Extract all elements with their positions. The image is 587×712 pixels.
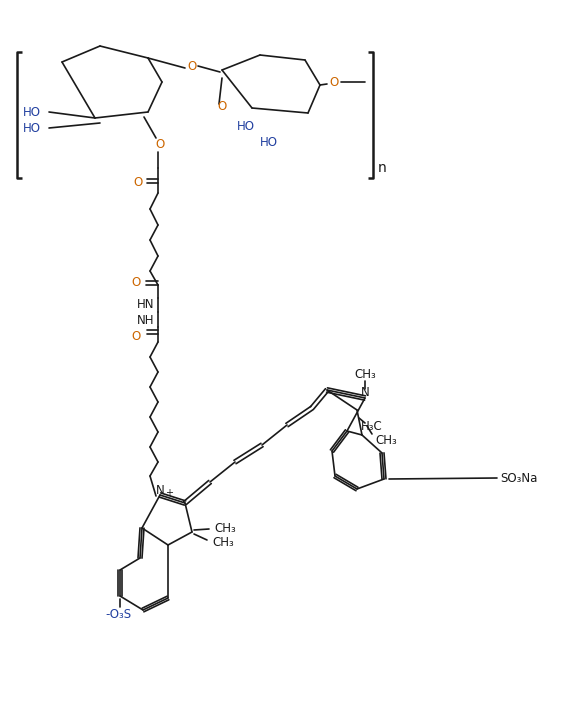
Text: N: N	[360, 387, 369, 399]
Text: HO: HO	[237, 120, 255, 132]
Text: O: O	[131, 276, 141, 290]
Text: NH: NH	[137, 313, 155, 327]
Text: CH₃: CH₃	[354, 369, 376, 382]
Text: CH₃: CH₃	[212, 535, 234, 548]
Text: -O₃S: -O₃S	[105, 607, 131, 620]
Text: +: +	[165, 488, 173, 498]
Text: HO: HO	[260, 135, 278, 149]
Text: O: O	[187, 60, 197, 73]
Text: H₃C: H₃C	[361, 419, 383, 432]
Text: O: O	[217, 100, 227, 113]
Text: HO: HO	[23, 105, 41, 118]
Text: O: O	[133, 175, 143, 189]
Text: HO: HO	[23, 122, 41, 135]
Text: O: O	[329, 75, 339, 88]
Text: O: O	[156, 139, 164, 152]
Text: n: n	[377, 161, 386, 175]
Text: CH₃: CH₃	[214, 521, 236, 535]
Text: N: N	[156, 483, 164, 496]
Text: HN: HN	[137, 298, 155, 312]
Text: CH₃: CH₃	[375, 434, 397, 446]
Text: O: O	[131, 330, 141, 342]
Text: SO₃Na: SO₃Na	[500, 471, 537, 484]
